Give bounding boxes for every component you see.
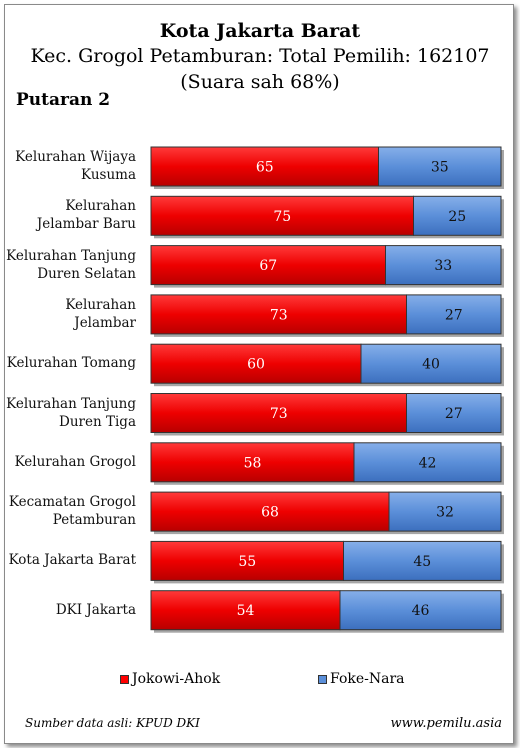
category-label: Kecamatan Grogol Petamburan (8, 494, 136, 529)
category-label: Kelurahan Tomang (6, 355, 136, 372)
data-label: 60 (247, 357, 265, 373)
data-label: 65 (256, 160, 274, 176)
bar-segment-jokowi-ahok (150, 393, 407, 433)
bar-segment-jokowi-ahok (150, 146, 379, 187)
legend-label-0: Jokowi-Ahok (132, 671, 221, 687)
data-label: 33 (434, 258, 452, 274)
data-label: 54 (237, 603, 255, 619)
chart-subtitle: Kec. Grogol Petamburan: Total Pemilih: 1… (30, 45, 490, 67)
category-label: Kelurahan Jelambar (65, 296, 136, 331)
data-label: 27 (445, 307, 463, 323)
bar-segment-foke-nara (353, 442, 502, 483)
category-label: Kelurahan Wijaya Kusuma (15, 149, 136, 183)
legend-item-0: Jokowi-Ahok (120, 671, 220, 687)
bar-segment-jokowi-ahok (150, 245, 386, 286)
bar-segment-jokowi-ahok (150, 590, 341, 631)
chart-subtitle-2: (Suara sah 68%) (180, 71, 340, 93)
source-note: Sumber data asli: KPUD DKI (25, 716, 200, 730)
data-label: 73 (270, 406, 288, 422)
data-label: 32 (436, 505, 454, 521)
bar-segment-jokowi-ahok (150, 195, 414, 236)
round-label: Putaran 2 (16, 90, 111, 110)
bar-segment-foke-nara (388, 491, 502, 532)
data-label: 73 (270, 307, 288, 323)
data-label: 58 (244, 455, 262, 471)
category-label: DKI Jakarta (55, 601, 136, 618)
bar-segment-foke-nara (339, 590, 502, 631)
chart-title: Kota Jakarta Barat (159, 20, 361, 42)
category-label: Kelurahan Jelambar Baru (36, 198, 136, 233)
legend-label-1: Foke-Nara (330, 671, 405, 687)
site-url: www.pemilu.asia (390, 716, 502, 731)
bar-segment-foke-nara (378, 146, 502, 187)
legend-item-1: Foke-Nara (318, 671, 405, 687)
bar-segment-foke-nara (406, 294, 502, 335)
bar-segment-foke-nara (360, 343, 502, 384)
bar-segment-jokowi-ahok (150, 442, 355, 483)
bar-segment-foke-nara (413, 195, 502, 236)
data-label: 40 (422, 357, 440, 373)
bar-segment-jokowi-ahok (150, 491, 390, 532)
data-label: 55 (238, 554, 256, 570)
bar-segment-foke-nara (385, 245, 502, 286)
category-label: Kota Jakarta Barat (8, 552, 136, 569)
bar-segment-foke-nara (406, 393, 502, 433)
data-label: 25 (448, 209, 466, 225)
legend-swatch-1 (318, 674, 327, 684)
data-label: 35 (431, 160, 449, 176)
bar-segment-jokowi-ahok (150, 294, 407, 335)
data-label: 27 (445, 406, 463, 422)
data-label: 75 (273, 209, 291, 225)
category-label: Kelurahan Tanjung Duren Selatan (6, 247, 136, 282)
category-label: Kelurahan Tanjung Duren Tiga (6, 395, 136, 430)
bar-segment-foke-nara (343, 540, 502, 581)
bar-segment-jokowi-ahok (150, 540, 344, 581)
bar-segment-jokowi-ahok (150, 343, 362, 384)
data-label: 67 (259, 258, 277, 274)
category-label: Kelurahan Grogol (14, 453, 136, 470)
legend-swatch-0 (120, 674, 129, 684)
data-label: 46 (412, 603, 430, 619)
data-label: 68 (261, 505, 279, 521)
data-label: 45 (413, 554, 431, 570)
data-label: 42 (419, 455, 437, 471)
